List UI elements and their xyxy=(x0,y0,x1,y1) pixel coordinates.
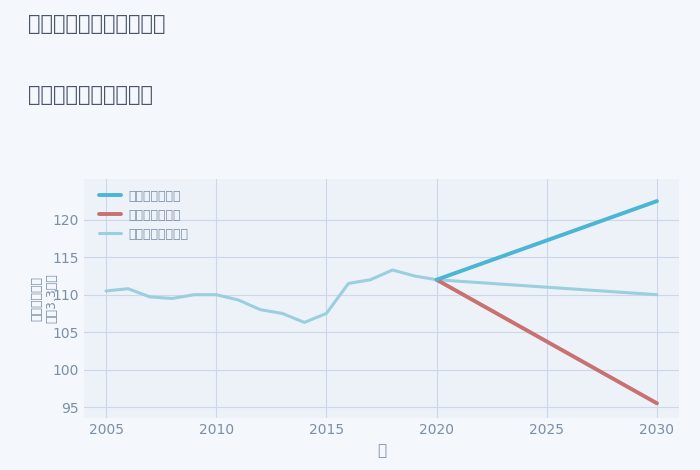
ノーマルシナリオ xyxy=(433,277,441,282)
グッドシナリオ xyxy=(653,198,662,204)
X-axis label: 年: 年 xyxy=(377,443,386,458)
グッドシナリオ xyxy=(433,277,441,282)
Y-axis label: 単価（万円）
坪（3.3㎡）: 単価（万円） 坪（3.3㎡） xyxy=(30,274,58,323)
バッドシナリオ xyxy=(653,400,662,406)
Line: グッドシナリオ: グッドシナリオ xyxy=(437,201,657,280)
Line: ノーマルシナリオ: ノーマルシナリオ xyxy=(437,280,657,295)
Text: 神奈川県大和市下草柳の: 神奈川県大和市下草柳の xyxy=(28,14,165,34)
ノーマルシナリオ xyxy=(542,284,551,290)
Line: バッドシナリオ: バッドシナリオ xyxy=(437,280,657,403)
バッドシナリオ xyxy=(433,277,441,282)
Legend: グッドシナリオ, バッドシナリオ, ノーマルシナリオ: グッドシナリオ, バッドシナリオ, ノーマルシナリオ xyxy=(96,187,191,244)
Text: 中古戸建ての価格推移: 中古戸建ての価格推移 xyxy=(28,85,153,105)
ノーマルシナリオ xyxy=(653,292,662,298)
